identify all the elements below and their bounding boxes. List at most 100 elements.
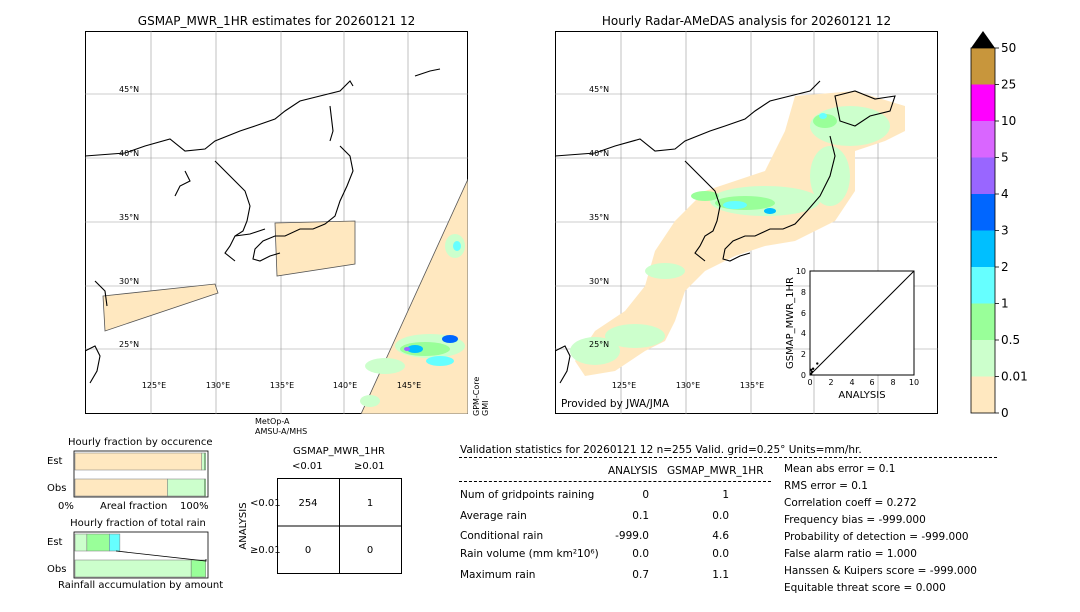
colorbar-ticks: 50 25 10 5 4 3 2 1 0.5 0.01 0 <box>995 41 1028 420</box>
right-lon-labels: 125°E 130°E 135°E <box>612 381 764 390</box>
stacked-bar-segment <box>74 559 192 578</box>
lat-label: 30°N <box>589 277 609 286</box>
totalrain-bars <box>74 533 206 578</box>
left-map: 45°N 40°N 35°N 30°N 25°N 125°E 130°E 135… <box>85 31 468 414</box>
right-map-title: Hourly Radar-AMeDAS analysis for 2026012… <box>601 14 892 28</box>
occurrence-est-label: Est <box>47 456 63 467</box>
lon-label: 140°E <box>333 381 357 390</box>
cell-b: 1 <box>367 498 373 509</box>
lat-label: 45°N <box>589 85 609 94</box>
contingency-row-ge: ≥0.01 <box>250 545 281 556</box>
contingency-title: GSMAP_MWR_1HR <box>293 446 385 457</box>
left-rain-cells <box>360 234 465 407</box>
totalrain-obs-label: Obs <box>47 564 67 575</box>
stat-label: Maximum rain <box>460 569 536 581</box>
left-swath-strip <box>102 283 219 332</box>
lon-label: 125°E <box>612 381 636 390</box>
xtick: 6 <box>869 378 874 387</box>
scatter-points <box>809 362 819 376</box>
xtick: 4 <box>849 378 854 387</box>
satellite-label-2: AMSU-A/MHS <box>255 427 308 436</box>
lat-label: 35°N <box>119 213 139 222</box>
score-line: Probability of detection = -999.000 <box>784 531 969 543</box>
scatter-point <box>816 362 819 365</box>
score-line: RMS error = 0.1 <box>784 480 868 492</box>
lon-label: 145°E <box>397 381 421 390</box>
colorbar-tick-label: 1 <box>1001 297 1009 311</box>
score-line: Correlation coeff = 0.272 <box>784 497 917 509</box>
lat-label: 40°N <box>119 149 139 158</box>
validation-col-gsmap: GSMAP_MWR_1HR <box>667 465 764 477</box>
colorbar-tick-label: 0.01 <box>1001 370 1028 384</box>
stat-label: Rain volume (mm km²10⁶) <box>460 548 599 560</box>
lat-label: 45°N <box>119 85 139 94</box>
xtick: 10 <box>909 378 919 387</box>
ytick: 10 <box>796 267 806 276</box>
occurrence-chart <box>73 450 209 498</box>
validation-divider-top <box>459 457 997 458</box>
validation-header: Validation statistics for 20260121 12 n=… <box>460 444 862 456</box>
stat-analysis: 0.1 <box>632 510 649 522</box>
stacked-bar-segment <box>201 452 205 471</box>
right-lat-labels: 45°N 40°N 35°N 30°N 25°N <box>589 85 609 349</box>
stat-gsmap: 4.6 <box>712 530 729 542</box>
colorbar-tick-label: 25 <box>1001 78 1016 92</box>
stat-gsmap: 1.1 <box>712 569 729 581</box>
score-line: Mean abs error = 0.1 <box>784 463 896 475</box>
lon-label: 135°E <box>740 381 764 390</box>
stacked-bar-segment <box>74 452 202 471</box>
colorbar-segment <box>971 230 995 267</box>
stacked-bar-segment <box>74 478 168 497</box>
colorbar-tick-label: 5 <box>1001 151 1009 165</box>
lat-label: 30°N <box>119 277 139 286</box>
side-labels: GPM-Core GMI <box>472 377 490 416</box>
ytick: 2 <box>801 350 806 359</box>
occurrence-xtick-0: 0% <box>58 501 74 512</box>
colorbar-segment <box>971 157 995 194</box>
ytick: 0 <box>801 371 806 380</box>
ytick: 8 <box>801 288 806 297</box>
cell-a: 254 <box>298 498 317 509</box>
colorbar-extend-arrow <box>971 31 995 48</box>
totalrain-xlabel: Rainfall accumulation by amount <box>58 580 224 591</box>
colorbar-tick-label: 50 <box>1001 41 1016 55</box>
colorbar-segment <box>971 376 995 413</box>
stat-gsmap: 0.0 <box>712 548 729 560</box>
score-line: False alarm ratio = 1.000 <box>784 548 917 560</box>
occurrence-xtick-100: 100% <box>180 501 209 512</box>
lat-label: 35°N <box>589 213 609 222</box>
totalrain-title: Hourly fraction of total rain <box>70 518 206 529</box>
lat-label: 25°N <box>589 340 609 349</box>
lat-label: 40°N <box>589 149 609 158</box>
validation-col-analysis: ANALYSIS <box>608 465 658 477</box>
stat-analysis: -999.0 <box>615 530 649 542</box>
occurrence-xlabel: Areal fraction <box>100 501 168 512</box>
inset-scatter: 0 2 4 6 8 10 0 2 4 6 8 10 ANALYSIS GSMAP… <box>785 267 919 401</box>
colorbar-segments <box>971 48 995 413</box>
totalrain-connector <box>115 550 207 562</box>
ytick: 6 <box>801 309 806 318</box>
scatter-point <box>809 368 813 371</box>
contingency-row-lt: <0.01 <box>250 498 281 509</box>
stacked-bar-segment <box>204 478 206 497</box>
lat-label: 25°N <box>119 340 139 349</box>
side-label-1: GPM-Core <box>472 377 481 416</box>
xtick: 8 <box>890 378 895 387</box>
stat-label: Num of gridpoints raining <box>460 489 595 501</box>
stacked-bar-segment <box>74 533 88 552</box>
score-line: Equitable threat score = 0.000 <box>784 582 946 594</box>
colorbar-segment <box>971 84 995 121</box>
left-lat-labels: 45°N 40°N 35°N 30°N 25°N <box>119 85 139 349</box>
stat-analysis: 0.7 <box>632 569 649 581</box>
colorbar-tick-label: 4 <box>1001 187 1009 201</box>
lon-label: 125°E <box>142 381 166 390</box>
stat-gsmap: 0.0 <box>712 510 729 522</box>
satellite-label-1: MetOp-A <box>255 417 290 426</box>
right-map: 45°N 40°N 35°N 30°N 25°N 125°E 130°E 135… <box>555 31 938 414</box>
lon-label: 130°E <box>676 381 700 390</box>
inset-xticks: 0 2 4 6 8 10 <box>807 378 919 387</box>
left-map-title: GSMAP_MWR_1HR estimates for 20260121 12 <box>137 14 416 28</box>
inset-yticks: 0 2 4 6 8 10 <box>796 267 806 380</box>
colorbar-segment <box>971 194 995 231</box>
occurrence-title: Hourly fraction by occurence <box>68 437 213 448</box>
